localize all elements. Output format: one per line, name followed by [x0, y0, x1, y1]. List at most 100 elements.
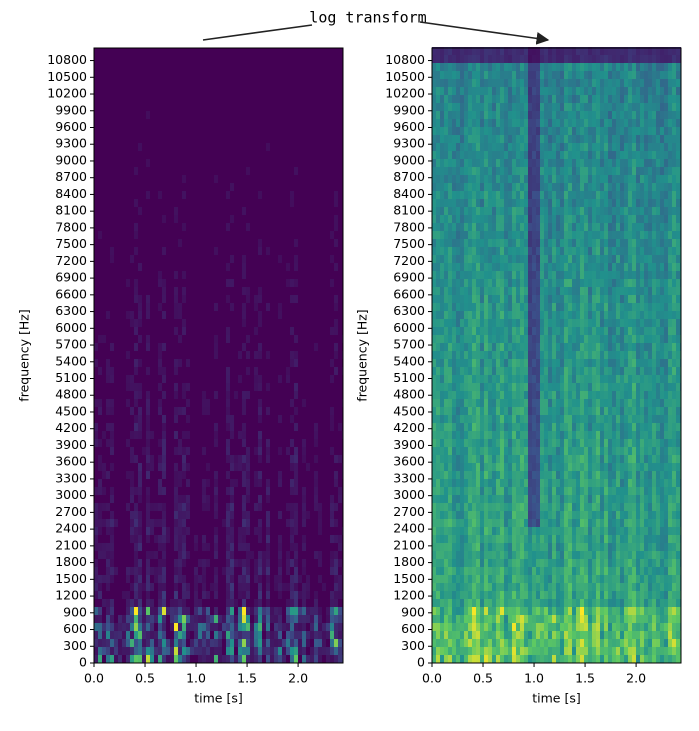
image-cell: [532, 231, 536, 239]
image-cell: [596, 575, 600, 583]
image-cell: [536, 639, 540, 647]
image-cell: [540, 71, 544, 79]
image-cell: [516, 583, 520, 591]
image-cell: [572, 495, 576, 503]
image-cell: [516, 367, 520, 375]
image-cell: [202, 615, 206, 623]
image-cell: [274, 623, 278, 631]
image-cell: [480, 591, 484, 599]
image-cell: [596, 455, 600, 463]
image-cell: [488, 583, 492, 591]
image-cell: [448, 119, 452, 127]
image-cell: [532, 175, 536, 183]
image-cell: [520, 239, 524, 247]
image-cell: [146, 559, 150, 567]
image-cell: [432, 287, 436, 295]
image-cell: [238, 575, 242, 583]
image-cell: [592, 167, 596, 175]
image-cell: [484, 423, 488, 431]
image-cell: [258, 239, 262, 247]
image-cell: [488, 207, 492, 215]
image-cell: [564, 215, 568, 223]
image-cell: [540, 303, 544, 311]
image-cell: [604, 271, 608, 279]
image-cell: [170, 647, 174, 655]
image-cell: [432, 391, 436, 399]
image-cell: [182, 455, 186, 463]
image-cell: [512, 551, 516, 559]
image-cell: [592, 199, 596, 207]
image-cell: [150, 567, 154, 575]
image-cell: [468, 167, 472, 175]
image-cell: [182, 639, 186, 647]
image-cell: [608, 439, 612, 447]
image-cell: [452, 63, 456, 71]
image-cell: [604, 159, 608, 167]
image-cell: [468, 471, 472, 479]
image-cell: [496, 183, 500, 191]
image-cell: [302, 543, 306, 551]
image-cell: [476, 199, 480, 207]
image-cell: [500, 655, 504, 663]
image-cell: [178, 407, 182, 415]
y-tick-label: 10800: [47, 52, 87, 67]
image-cell: [202, 559, 206, 567]
image-cell: [604, 463, 608, 471]
image-cell: [500, 623, 504, 631]
image-cell: [516, 143, 520, 151]
image-cell: [520, 559, 524, 567]
image-cell: [508, 599, 512, 607]
image-cell: [592, 591, 596, 599]
image-cell: [440, 87, 444, 95]
image-cell: [138, 575, 142, 583]
image-cell: [122, 647, 126, 655]
image-cell: [604, 263, 608, 271]
image-cell: [524, 655, 528, 663]
image-cell: [246, 583, 250, 591]
image-cell: [246, 607, 250, 615]
image-cell: [480, 647, 484, 655]
image-cell: [528, 591, 532, 599]
image-cell: [548, 559, 552, 567]
image-cell: [608, 503, 612, 511]
image-cell: [524, 455, 528, 463]
image-cell: [102, 623, 106, 631]
image-cell: [480, 407, 484, 415]
image-cell: [592, 407, 596, 415]
image-cell: [242, 591, 246, 599]
image-cell: [178, 575, 182, 583]
image-cell: [528, 391, 532, 399]
image-cell: [508, 247, 512, 255]
image-cell: [444, 471, 448, 479]
image-cell: [472, 63, 476, 71]
image-cell: [552, 471, 556, 479]
image-cell: [600, 599, 604, 607]
image-cell: [464, 87, 468, 95]
image-cell: [318, 639, 322, 647]
image-cell: [138, 591, 142, 599]
image-cell: [258, 247, 262, 255]
image-cell: [592, 487, 596, 495]
image-cell: [110, 575, 114, 583]
image-cell: [472, 359, 476, 367]
image-cell: [484, 599, 488, 607]
image-cell: [138, 303, 142, 311]
image-cell: [604, 479, 608, 487]
image-cell: [500, 287, 504, 295]
image-cell: [162, 343, 166, 351]
image-cell: [452, 151, 456, 159]
image-cell: [608, 543, 612, 551]
image-cell: [230, 535, 234, 543]
image-cell: [584, 591, 588, 599]
image-cell: [444, 143, 448, 151]
image-cell: [580, 287, 584, 295]
image-cell: [436, 503, 440, 511]
image-cell: [572, 519, 576, 527]
image-cell: [448, 439, 452, 447]
image-cell: [504, 215, 508, 223]
image-cell: [560, 599, 564, 607]
image-cell: [94, 511, 98, 519]
image-cell: [616, 287, 620, 295]
image-cell: [500, 575, 504, 583]
image-cell: [194, 535, 198, 543]
